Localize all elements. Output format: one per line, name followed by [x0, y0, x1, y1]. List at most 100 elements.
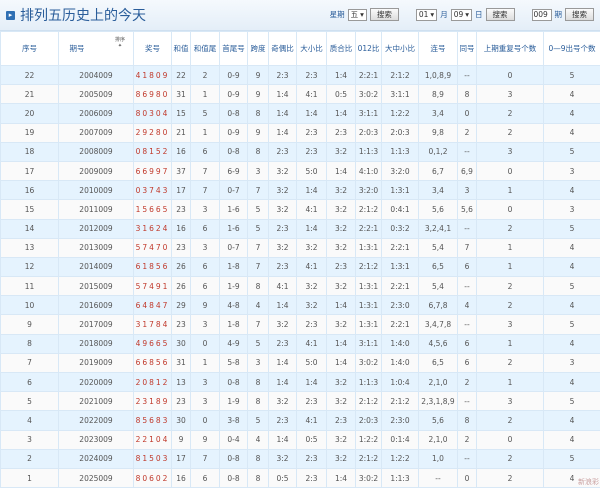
table-cell: 5:0 [296, 352, 327, 374]
table-cell: -- [457, 218, 477, 239]
table-cell: 0-8 [219, 103, 248, 124]
table-cell: 2007009 [58, 122, 134, 143]
table-cell: 5 [543, 276, 600, 297]
table-cell: 1 [476, 180, 544, 201]
table-cell: 3:2 [326, 429, 356, 450]
table-cell: 2015009 [58, 276, 134, 297]
table-cell: 7 [247, 180, 269, 201]
table-cell: 2:3 [296, 448, 327, 469]
table-cell: 2011009 [58, 199, 134, 220]
table-cell: 1:4 [326, 103, 356, 124]
table-cell: 2:2:1 [381, 276, 419, 297]
table-cell: 2 [457, 122, 477, 143]
table-cell: 3 [543, 352, 600, 374]
table-cell: 2:1:2 [381, 64, 419, 86]
table-cell-value: 4 [569, 473, 575, 483]
weekday-search-button[interactable]: 搜索 [369, 8, 399, 21]
table-cell: 0 [476, 199, 544, 220]
day-select[interactable]: 09 ▾ [450, 8, 472, 21]
table-cell: 2018009 [58, 333, 134, 354]
table-cell: 6,7,8 [418, 295, 458, 316]
table-cell: 2006009 [58, 103, 134, 124]
table-cell: 3:0:2 [355, 352, 382, 374]
winning-number: 57491 [133, 276, 172, 297]
table-cell: 2 [476, 276, 544, 297]
table-cell: 1:4 [268, 122, 297, 143]
table-cell: 4 [543, 410, 600, 431]
table-cell: 3 [476, 84, 544, 105]
table-cell: 15 [171, 103, 191, 124]
issue-input[interactable]: 009 [531, 8, 552, 21]
table-cell: 0-9 [219, 64, 248, 86]
table-cell: 1:2:2 [381, 448, 419, 469]
table-cell: 1:4 [296, 103, 327, 124]
column-header: 0—9出号个数 [543, 31, 600, 66]
table-cell: 1:4:0 [381, 333, 419, 354]
table-cell: 2 [457, 371, 477, 393]
table-cell: 5 [190, 103, 220, 124]
winning-number: 29280 [133, 122, 172, 143]
table-cell: 1:1:3 [381, 141, 419, 162]
table-cell: 2,1,0 [418, 429, 458, 450]
table-cell: 4:1 [296, 256, 327, 278]
table-cell: 0-8 [219, 141, 248, 162]
sort-button[interactable]: 排序 ✦ [114, 37, 125, 49]
table-cell: 2 [476, 467, 544, 488]
weekday-select[interactable]: 五 ▾ [347, 8, 367, 21]
table-cell: 21 [171, 122, 191, 143]
table-cell: 5,6 [457, 199, 477, 220]
table-cell: 6 [190, 256, 220, 278]
issue-search-button[interactable]: 搜索 [565, 8, 594, 21]
winning-number: 80602 [133, 467, 172, 488]
table-row: 3 2023009 22104 9 9 0-4 4 1:4 0:5 3:2 1:2:2 0:1:4 2,… [0, 429, 600, 450]
table-row: 17 2009009 66997 37 7 6-9 3 3:2 5:0 1:4 4:1:0 3:2:0… [0, 160, 600, 182]
table-cell: 4 [543, 333, 600, 354]
table-cell: 2 [476, 103, 544, 124]
winning-number: 23189 [133, 391, 172, 412]
table-cell: 1 [0, 467, 59, 488]
table-cell: 8 [0, 333, 59, 354]
table-cell: 3 [476, 314, 544, 335]
table-cell: 2 [0, 448, 59, 469]
history-table: 序号 期号 排序 ✦ 奖号 和值 和值尾 首尾号 跨度 奇偶比 大小比 质合比 012比 大中小比 连号 同号… [0, 31, 600, 488]
table-cell: 16 [171, 141, 191, 162]
table-cell: 4 [543, 84, 600, 105]
table-cell: 3:2 [326, 314, 356, 335]
table-cell: 4-9 [219, 333, 248, 354]
table-cell: 8 [247, 371, 269, 393]
table-cell: 16 [171, 467, 191, 488]
table-cell: 12 [0, 256, 59, 278]
month-select[interactable]: 01 ▾ [415, 8, 438, 21]
chevron-down-icon: ▾ [430, 10, 435, 19]
winning-number: 66997 [133, 160, 172, 182]
table-cell: 3:2 [268, 314, 297, 335]
table-cell: 7 [457, 237, 477, 258]
table-row: 22 2004009 41809 22 2 0-9 9 2:3 2:3 1:4 2:2:1 2:1:2… [0, 64, 600, 86]
table-cell: 17 [171, 448, 191, 469]
table-cell: 3,4 [418, 103, 458, 124]
winning-number: 22104 [133, 429, 172, 450]
table-cell: 1-8 [219, 256, 248, 278]
table-cell: 3:2 [268, 199, 297, 220]
table-cell: 5,6 [418, 410, 458, 431]
table-cell: 1:4:0 [381, 352, 419, 374]
date-search-button[interactable]: 搜索 [485, 8, 515, 21]
table-cell: 0-4 [219, 429, 248, 450]
table-cell: 1:3:1 [381, 180, 419, 201]
table-cell: 3 [543, 199, 600, 220]
table-row: 5 2021009 23189 23 3 1-9 8 3:2 2:3 3:2 2:1:2 2:1:2 2… [0, 391, 600, 412]
table-cell: 2016009 [58, 295, 134, 316]
table-cell: 6 [457, 256, 477, 278]
table-cell: 1:2:2 [355, 429, 382, 450]
table-cell: 5 [247, 199, 269, 220]
table-cell: 2:3 [268, 256, 297, 278]
winning-number: 57470 [133, 237, 172, 258]
table-cell: 1,0,8,9 [418, 64, 458, 86]
winning-number: 80304 [133, 103, 172, 124]
table-cell: 7 [190, 180, 220, 201]
table-cell: 3 [190, 314, 220, 335]
table-cell: 5,4 [418, 276, 458, 297]
title-bar: ▸ 排列五历史上的今天 星期 五 ▾ 搜索 01 ▾ 月 09 ▾ 日 搜索 009 … [0, 0, 600, 31]
table-cell: 2:3 [296, 122, 327, 143]
table-cell: 6-9 [219, 160, 248, 182]
